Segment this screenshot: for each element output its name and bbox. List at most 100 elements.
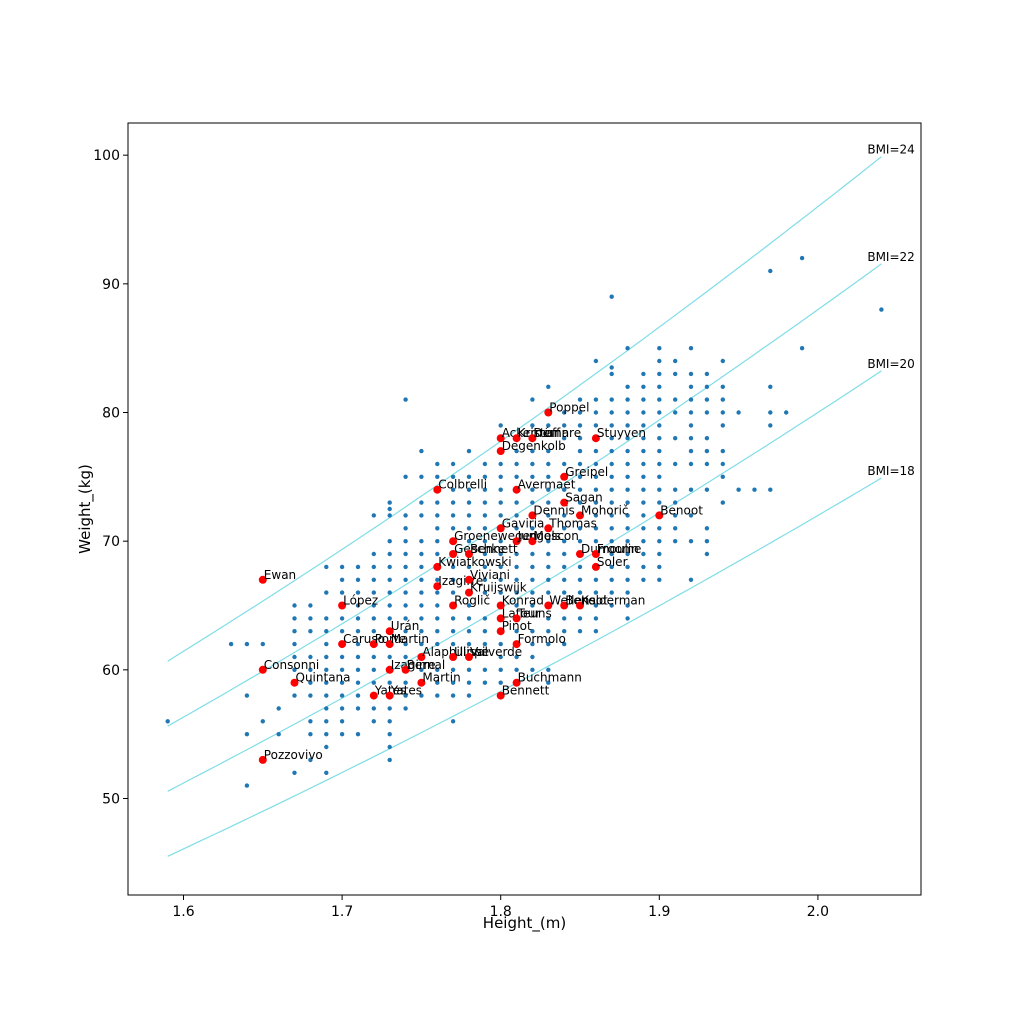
data-point: [593, 487, 599, 492]
data-point: [435, 693, 440, 698]
data-point: [435, 461, 440, 467]
data-point: [593, 577, 599, 582]
data-point: [562, 629, 567, 634]
data-point: [324, 667, 329, 672]
data-point: [403, 397, 408, 402]
data-point: [562, 539, 567, 544]
data-point: [482, 461, 488, 467]
data-point: [324, 719, 329, 724]
data-point: [657, 487, 662, 492]
data-point: [546, 487, 551, 492]
data-point: [530, 423, 535, 428]
data-point: [625, 500, 630, 505]
data-point: [546, 539, 551, 544]
data-point: [688, 371, 694, 377]
y-axis-label: Weight_(kg): [76, 464, 95, 554]
data-point: [482, 667, 488, 672]
data-point: [657, 564, 662, 570]
data-point: [562, 526, 567, 531]
data-point: [562, 590, 567, 595]
data-point: [657, 551, 662, 557]
data-point: [704, 526, 710, 531]
rider-label: Dennis: [533, 503, 574, 517]
data-point: [593, 461, 599, 467]
data-point: [625, 513, 630, 518]
rider-label: Konrad: [502, 594, 544, 608]
data-point: [546, 590, 551, 595]
data-point: [450, 719, 456, 724]
data-point: [450, 577, 456, 582]
background-points: [165, 255, 884, 788]
rider-label: Consonni: [264, 658, 319, 672]
highlighted-point: [385, 691, 394, 700]
highlighted-point: [528, 537, 537, 546]
rider-label: López: [343, 594, 378, 608]
data-point: [546, 500, 551, 505]
data-point: [419, 539, 424, 544]
data-point: [387, 539, 392, 544]
data-point: [609, 500, 614, 505]
data-point: [546, 384, 551, 389]
data-point: [371, 564, 376, 570]
data-point: [673, 526, 678, 531]
data-point: [577, 487, 583, 492]
data-point: [498, 539, 503, 544]
data-point: [419, 590, 424, 595]
data-point: [371, 680, 376, 685]
data-point: [593, 539, 599, 544]
highlighted-point: [258, 665, 267, 674]
data-point: [482, 474, 488, 479]
data-point: [625, 397, 630, 402]
data-point: [371, 654, 376, 660]
data-point: [450, 526, 456, 531]
data-point: [292, 654, 297, 660]
highlighted-point: [433, 562, 442, 571]
data-point: [657, 423, 662, 428]
data-point: [482, 526, 488, 531]
data-point: [498, 500, 503, 505]
data-point: [482, 564, 488, 570]
data-point: [546, 616, 551, 621]
data-point: [514, 551, 519, 557]
data-point: [308, 603, 313, 608]
data-point: [704, 487, 710, 492]
highlighted-point: [512, 640, 521, 649]
highlighted-point: [655, 511, 664, 520]
highlighted-point: [417, 653, 426, 661]
data-point: [276, 706, 281, 711]
data-point: [577, 474, 583, 479]
data-point: [657, 448, 662, 454]
data-point: [355, 564, 361, 570]
highlighted-point: [496, 627, 505, 636]
rider-label: Kelderman: [581, 594, 645, 608]
data-point: [625, 384, 630, 389]
data-point: [371, 629, 376, 634]
highlighted-point: [385, 627, 394, 636]
rider-label: Benoot: [660, 503, 703, 517]
highlighted-point: [576, 550, 584, 558]
rider-label: Froome: [597, 542, 641, 556]
data-point: [482, 629, 488, 634]
data-point: [403, 526, 408, 531]
data-point: [466, 487, 472, 492]
data-point: [609, 539, 614, 544]
data-point: [625, 577, 630, 582]
data-point: [482, 577, 488, 582]
data-point: [704, 461, 710, 467]
data-point: [625, 487, 630, 492]
data-point: [339, 654, 345, 660]
highlighted-point: [591, 434, 600, 443]
rider-label: Kwiatkowski: [438, 555, 511, 569]
data-point: [562, 410, 567, 415]
highlighted-point: [591, 562, 600, 571]
data-point: [324, 564, 329, 570]
highlighted-point: [496, 434, 505, 443]
data-point: [514, 513, 519, 518]
data-point: [593, 616, 599, 621]
rider-label: Ewan: [264, 568, 296, 582]
data-point: [450, 461, 456, 467]
data-point: [609, 448, 614, 454]
data-point: [371, 603, 376, 608]
data-point: [593, 358, 599, 364]
data-point: [530, 629, 535, 634]
